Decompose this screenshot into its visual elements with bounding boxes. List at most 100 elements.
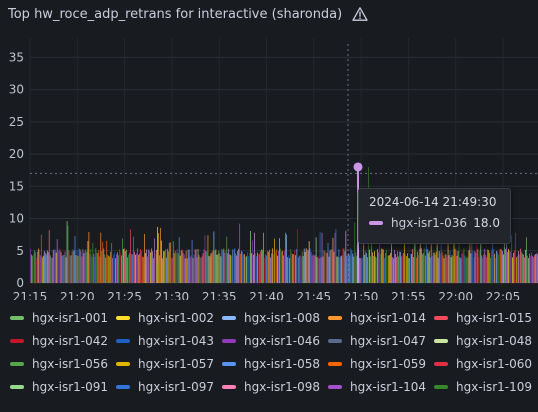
bar <box>239 223 241 283</box>
bar <box>327 242 329 283</box>
bar <box>441 251 443 283</box>
bar <box>88 231 90 283</box>
legend-item[interactable]: hgx-isr1-043 <box>116 330 222 351</box>
bar <box>237 250 239 283</box>
legend-item[interactable]: hgx-isr1-048 <box>434 330 538 351</box>
bar <box>408 257 409 283</box>
legend-item[interactable]: hgx-isr1-059 <box>328 353 434 374</box>
legend-item[interactable]: hgx-isr1-015 <box>434 307 538 328</box>
bar <box>179 255 181 283</box>
legend-item[interactable]: hgx-isr1-014 <box>328 307 434 328</box>
bar <box>122 238 123 283</box>
bar <box>212 250 214 283</box>
bar <box>356 256 358 283</box>
bar <box>158 255 160 283</box>
bar <box>240 253 242 283</box>
bar <box>274 238 275 283</box>
bar <box>68 250 70 283</box>
bar <box>367 257 369 283</box>
y-tick-label: 30 <box>9 83 24 97</box>
bar <box>218 250 220 283</box>
bar <box>221 248 223 283</box>
legend-label: hgx-isr1-097 <box>138 379 215 394</box>
legend-item[interactable]: hgx-isr1-057 <box>116 353 222 374</box>
legend-label: hgx-isr1-109 <box>456 379 533 394</box>
bar <box>191 239 193 283</box>
bar <box>181 249 183 283</box>
bar <box>450 257 452 283</box>
bar <box>79 249 81 283</box>
legend-item[interactable]: hgx-isr1-047 <box>328 330 434 351</box>
bar <box>491 250 493 283</box>
legend-swatch <box>434 315 448 320</box>
bar <box>260 251 261 283</box>
bar <box>136 253 137 283</box>
bar <box>369 249 371 283</box>
bar <box>434 254 436 283</box>
bar <box>77 255 79 283</box>
time-series-chart[interactable]: 0 5 10 15 20 25 30 35 21:15 21:20 21:25 21:30 21:35… <box>0 0 538 300</box>
legend-item[interactable]: hgx-isr1-046 <box>222 330 328 351</box>
bar <box>205 251 207 283</box>
bar <box>403 252 404 283</box>
bar <box>449 250 451 283</box>
bar <box>428 251 430 283</box>
legend-item[interactable]: hgx-isr1-002 <box>116 307 222 328</box>
bar <box>94 256 96 283</box>
bar <box>430 230 432 283</box>
bar <box>43 250 45 283</box>
bar <box>402 254 403 283</box>
bar <box>347 253 349 283</box>
bar <box>468 250 470 283</box>
legend-item[interactable]: hgx-isr1-098 <box>222 376 328 397</box>
x-tick-label: 22:00 <box>438 290 473 300</box>
bar <box>460 258 462 283</box>
bar <box>278 250 279 283</box>
legend-item[interactable]: hgx-isr1-060 <box>434 353 538 374</box>
bar <box>481 255 483 283</box>
bar <box>483 254 485 283</box>
bar <box>231 256 233 283</box>
bar <box>285 234 287 283</box>
legend-item[interactable]: hgx-isr1-058 <box>222 353 328 374</box>
bar <box>157 233 159 283</box>
bar <box>316 257 318 283</box>
legend-item[interactable]: hgx-isr1-042 <box>10 330 116 351</box>
legend-item[interactable]: hgx-isr1-001 <box>10 307 116 328</box>
legend-item[interactable]: hgx-isr1-097 <box>116 376 222 397</box>
warning-triangle-icon[interactable] <box>352 6 368 22</box>
legend-item[interactable]: hgx-isr1-008 <box>222 307 328 328</box>
bar <box>102 241 104 283</box>
bar <box>219 253 221 283</box>
legend-item[interactable]: hgx-isr1-091 <box>10 376 116 397</box>
bar <box>155 254 156 283</box>
bar <box>346 255 348 283</box>
bar <box>272 248 273 283</box>
bar <box>57 251 59 283</box>
bar <box>78 248 80 283</box>
bar <box>490 257 492 283</box>
legend-swatch <box>328 338 342 343</box>
bar <box>492 227 494 283</box>
bar <box>202 253 204 283</box>
bar <box>494 253 496 283</box>
bar <box>303 248 305 283</box>
hover-tooltip: 2024-06-14 21:49:30 hgx-isr1-036 18.0 <box>358 188 511 244</box>
bar <box>280 248 281 283</box>
legend-label: hgx-isr1-104 <box>350 379 427 394</box>
bar <box>198 254 200 283</box>
bar <box>169 242 171 283</box>
legend-item[interactable]: hgx-isr1-109 <box>434 376 538 397</box>
legend-item[interactable]: hgx-isr1-056 <box>10 353 116 374</box>
bar <box>484 248 486 283</box>
bar <box>126 249 127 283</box>
bar <box>46 250 48 283</box>
highlight-point <box>353 162 363 172</box>
legend-item[interactable]: hgx-isr1-104 <box>328 376 434 397</box>
legend-label: hgx-isr1-057 <box>138 356 215 371</box>
bar <box>423 248 425 283</box>
panel-title[interactable]: Top hw_roce_adp_retrans for interactive … <box>8 6 343 22</box>
bar <box>299 255 301 283</box>
bar <box>463 248 465 283</box>
